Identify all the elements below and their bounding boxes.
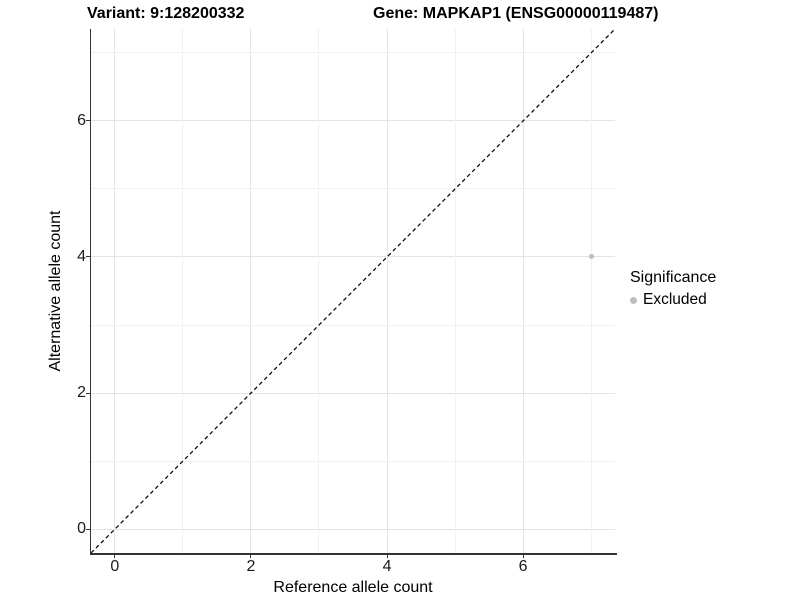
x-gridline-minor — [182, 29, 184, 553]
x-tick-mark — [522, 553, 524, 558]
legend: Significance Excluded — [630, 269, 716, 309]
identity-line — [90, 28, 616, 554]
y-gridline-minor — [91, 188, 615, 190]
x-tick-mark — [114, 553, 116, 558]
y-gridline-minor — [91, 460, 615, 462]
x-tick-label: 2 — [246, 558, 256, 575]
x-tick-label: 0 — [110, 558, 120, 575]
y-tick-label: 4 — [77, 247, 86, 265]
x-axis-title: Reference allele count — [273, 579, 433, 596]
x-tick-mark — [250, 553, 252, 558]
y-tick-mark — [86, 392, 91, 394]
x-gridline-minor — [590, 29, 592, 553]
y-tick-label: 2 — [77, 384, 86, 402]
x-tick-label: 4 — [382, 558, 392, 575]
x-gridline-major — [522, 29, 524, 553]
y-gridline-minor — [91, 52, 615, 54]
plot-title-variant: Variant: 9:128200332 — [87, 5, 245, 22]
x-gridline-major — [250, 29, 252, 553]
legend-point-swatch-icon — [630, 296, 637, 304]
legend-title: Significance — [630, 269, 717, 286]
y-tick-mark — [86, 120, 91, 122]
y-tick-mark — [86, 528, 91, 530]
y-tick-label: 0 — [77, 520, 86, 538]
y-axis-line — [89, 29, 91, 555]
y-gridline-major — [91, 120, 615, 122]
legend-item-excluded: Excluded — [630, 291, 716, 309]
x-gridline-major — [114, 29, 116, 553]
y-gridline-major — [91, 256, 615, 258]
x-gridline-minor — [454, 29, 456, 553]
x-tick-mark — [386, 553, 388, 558]
y-tick-label: 6 — [77, 111, 86, 129]
y-gridline-major — [91, 528, 615, 530]
plot-panel — [90, 28, 616, 554]
x-gridline-minor — [318, 29, 320, 553]
legend-item-label: Excluded — [643, 291, 707, 308]
data-point — [588, 254, 594, 260]
y-tick-mark — [86, 256, 91, 258]
y-axis-title: Alternative allele count — [47, 210, 64, 372]
x-tick-label: 6 — [518, 558, 528, 575]
plot-title-gene: Gene: MAPKAP1 (ENSG00000119487) — [373, 5, 659, 22]
x-gridline-major — [386, 29, 388, 553]
x-axis-line — [89, 553, 617, 555]
y-gridline-major — [91, 392, 615, 394]
y-gridline-minor — [91, 324, 615, 326]
